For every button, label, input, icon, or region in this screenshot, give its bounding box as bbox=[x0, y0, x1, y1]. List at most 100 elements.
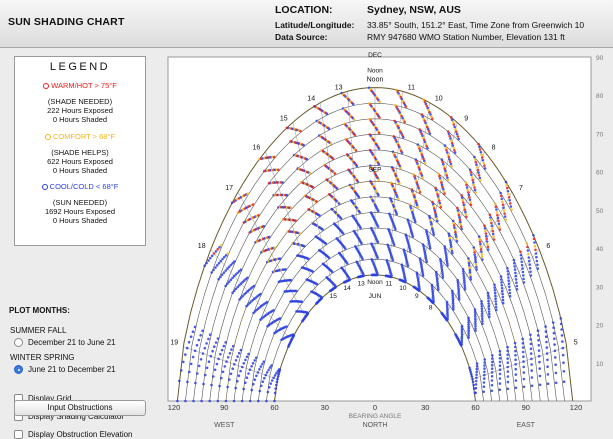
data-point bbox=[538, 360, 541, 364]
shading-calculator-label[interactable]: Display Shading Calculator bbox=[28, 412, 125, 421]
data-point bbox=[468, 198, 472, 202]
radio-dec-to-jun-label[interactable]: December 21 to June 21 bbox=[28, 338, 116, 347]
data-point bbox=[486, 291, 490, 295]
data-point bbox=[417, 166, 421, 169]
data-point bbox=[532, 237, 536, 241]
checkbox-obstruction-elevation[interactable] bbox=[14, 430, 23, 439]
data-point bbox=[275, 371, 278, 375]
data-point bbox=[214, 266, 217, 269]
data-point bbox=[201, 352, 205, 355]
data-point bbox=[459, 220, 462, 224]
data-point bbox=[472, 246, 476, 249]
data-point bbox=[465, 215, 468, 219]
data-point bbox=[528, 266, 532, 270]
data-point bbox=[445, 259, 449, 263]
data-point bbox=[515, 284, 519, 288]
data-point bbox=[500, 281, 503, 284]
data-point bbox=[278, 370, 281, 374]
data-point bbox=[225, 360, 228, 363]
data-point bbox=[551, 321, 555, 324]
data-point bbox=[501, 292, 504, 296]
data-point bbox=[441, 272, 444, 275]
hour-line bbox=[210, 249, 292, 341]
data-point bbox=[440, 270, 444, 273]
data-point bbox=[460, 335, 464, 338]
data-point bbox=[461, 268, 465, 271]
data-point bbox=[224, 269, 228, 272]
radio-jun-to-dec-label[interactable]: June 21 to December 21 bbox=[28, 365, 116, 374]
data-point bbox=[444, 253, 448, 257]
data-point bbox=[281, 181, 284, 184]
data-point bbox=[449, 241, 452, 244]
data-point bbox=[488, 315, 491, 319]
data-point bbox=[538, 383, 542, 387]
data-point bbox=[477, 235, 481, 238]
data-point bbox=[197, 364, 201, 368]
data-point bbox=[475, 268, 478, 271]
data-point bbox=[285, 193, 289, 197]
data-point bbox=[479, 242, 482, 246]
data-point bbox=[426, 237, 430, 240]
data-point bbox=[514, 345, 517, 349]
data-point bbox=[454, 128, 457, 131]
data-point bbox=[378, 100, 381, 103]
data-point bbox=[442, 165, 446, 168]
data-point bbox=[473, 186, 476, 189]
data-point bbox=[460, 328, 464, 332]
data-point bbox=[452, 304, 455, 307]
data-point bbox=[216, 337, 220, 340]
hour-line bbox=[265, 151, 320, 301]
data-point bbox=[482, 377, 486, 380]
data-point bbox=[490, 371, 494, 374]
data-point bbox=[425, 233, 429, 236]
data-point bbox=[215, 362, 219, 366]
data-point bbox=[421, 155, 425, 159]
data-point bbox=[437, 288, 440, 291]
data-point bbox=[265, 399, 268, 403]
radio-dec-to-jun[interactable] bbox=[14, 338, 23, 347]
data-point bbox=[456, 206, 459, 210]
data-point bbox=[395, 212, 398, 216]
data-point bbox=[467, 327, 471, 331]
data-point bbox=[463, 206, 466, 209]
data-point bbox=[467, 325, 470, 328]
data-point bbox=[289, 278, 293, 282]
x-tick-label: 60 bbox=[471, 403, 479, 412]
data-point bbox=[217, 357, 220, 361]
data-point bbox=[443, 144, 447, 147]
data-point bbox=[490, 379, 494, 382]
data-point bbox=[498, 382, 502, 385]
data-point bbox=[482, 381, 486, 384]
data-point bbox=[499, 275, 503, 278]
data-point bbox=[451, 302, 455, 305]
data-point bbox=[398, 94, 401, 97]
data-point bbox=[272, 376, 275, 380]
data-point bbox=[482, 161, 486, 165]
data-point bbox=[234, 273, 238, 276]
input-obstructions-button[interactable]: Input Obstructions bbox=[14, 400, 146, 416]
data-point bbox=[560, 334, 564, 337]
data-point bbox=[229, 278, 233, 282]
data-point bbox=[414, 220, 417, 224]
data-point bbox=[334, 285, 337, 289]
data-point bbox=[432, 233, 436, 236]
display-grid-label[interactable]: Display Grid bbox=[28, 394, 72, 403]
data-point bbox=[295, 289, 298, 293]
data-point bbox=[213, 345, 216, 349]
data-point bbox=[474, 317, 477, 321]
data-point bbox=[530, 357, 533, 361]
data-point bbox=[530, 369, 533, 372]
data-point bbox=[451, 298, 455, 301]
data-point bbox=[229, 263, 233, 267]
data-point bbox=[411, 235, 415, 238]
data-point bbox=[246, 192, 249, 195]
data-point bbox=[445, 300, 449, 304]
data-point bbox=[480, 310, 484, 313]
data-point bbox=[440, 266, 443, 269]
data-point bbox=[376, 273, 379, 277]
data-point bbox=[197, 338, 201, 342]
radio-jun-to-dec[interactable] bbox=[14, 365, 23, 374]
data-point bbox=[423, 159, 426, 163]
data-point bbox=[251, 203, 255, 206]
obstruction-elevation-label[interactable]: Display Obstruction Elevation bbox=[28, 430, 133, 439]
